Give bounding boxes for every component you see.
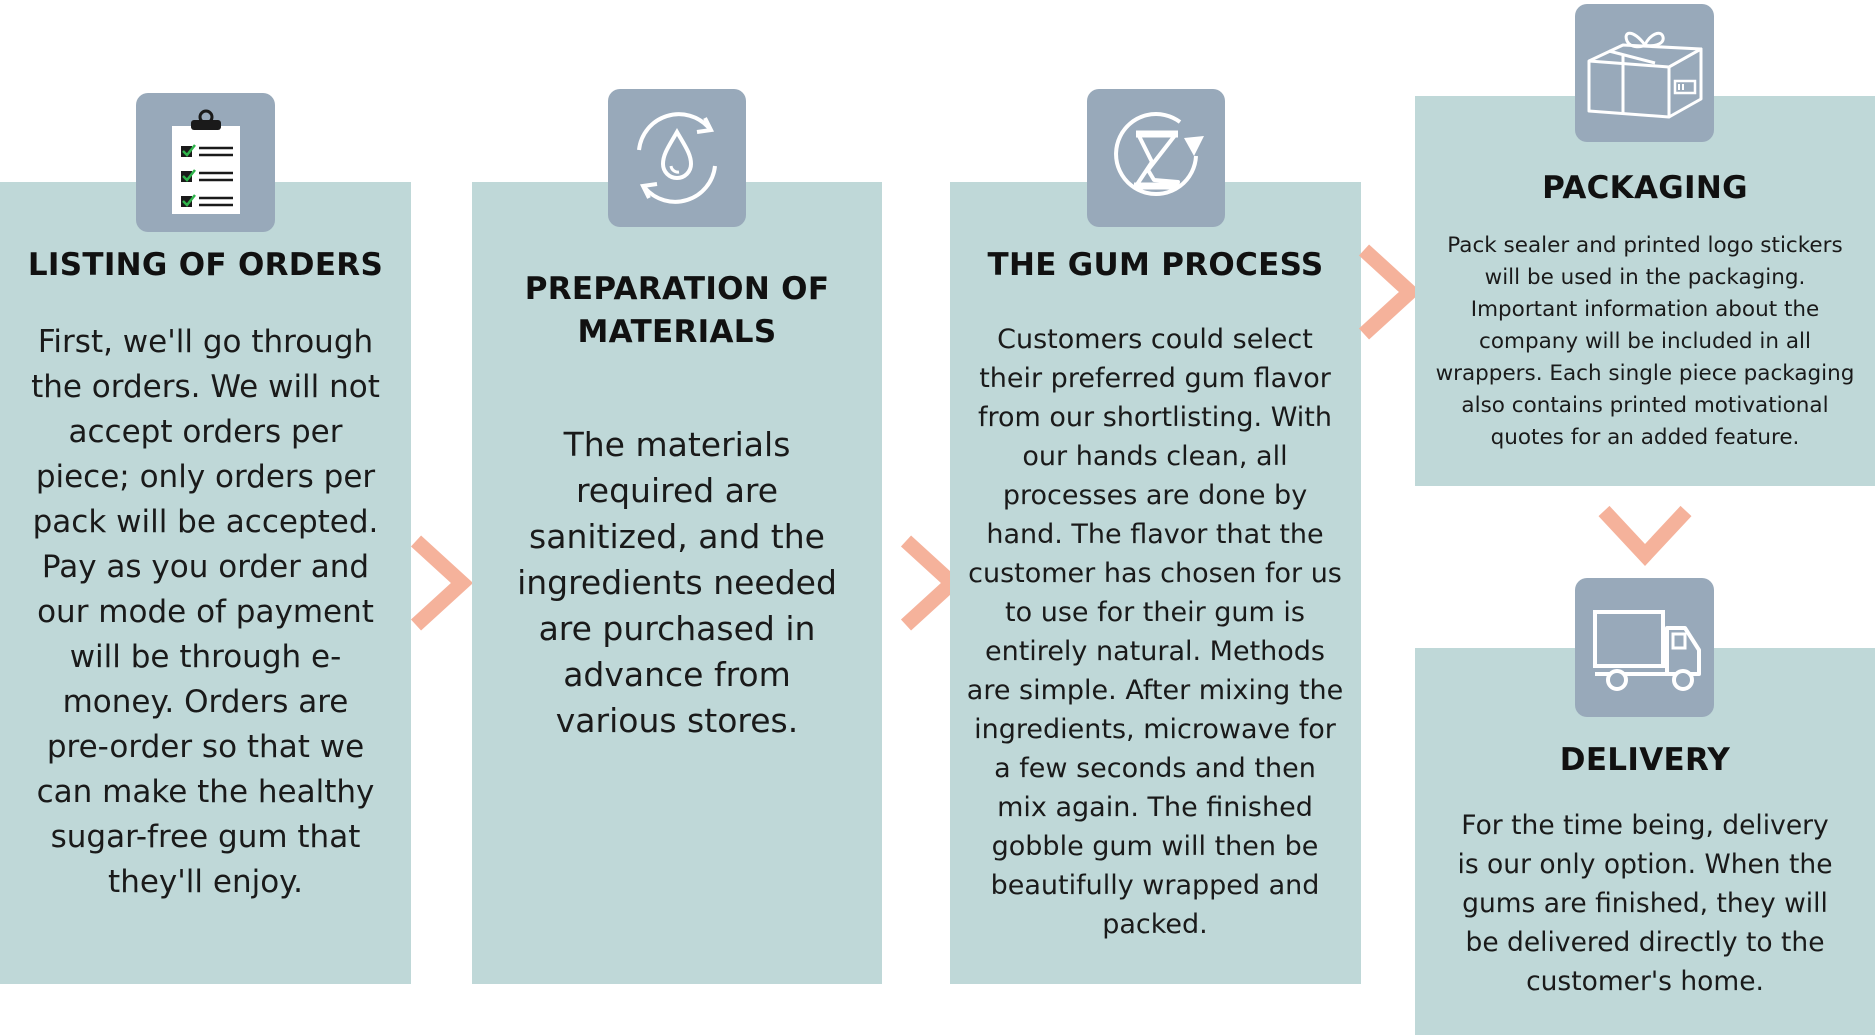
delivery-truck-icon <box>1592 609 1701 691</box>
step-text-gum-process: Customers could select their preferred g… <box>966 324 1344 940</box>
step-title-line-2: MATERIALS <box>577 314 777 350</box>
step-title-delivery: DELIVERY <box>1559 742 1731 778</box>
step-title-gum-process: THE GUM PROCESS <box>987 247 1324 283</box>
clipboard-checklist-icon <box>171 109 240 214</box>
step-badge-listing-of-orders <box>136 93 275 232</box>
step-text-packaging: Pack sealer and printed logo stickers wi… <box>1435 233 1855 450</box>
step-badge-gum-process <box>1087 89 1225 227</box>
step-title-preparation-of-materials: PREPARATION OF MATERIALS <box>472 268 882 354</box>
water-drop-cycle-icon <box>637 112 717 204</box>
step-badge-delivery <box>1575 578 1714 717</box>
step-text-delivery: For the time being, delivery is our only… <box>1457 810 1833 997</box>
step-card-preparation-of-materials <box>472 182 882 984</box>
arrow-right-icon <box>410 535 472 631</box>
arrow-right-icon <box>1358 244 1420 340</box>
hourglass-cycle-icon <box>1114 112 1204 197</box>
step-card-gum-process <box>950 182 1361 984</box>
step-title-packaging: PACKAGING <box>1542 170 1748 206</box>
step-title-line-1: PREPARATION OF <box>524 271 830 307</box>
step-text-preparation-of-materials: The materials required are sanitized, an… <box>517 425 837 740</box>
step-title-listing-of-orders: LISTING OF ORDERS <box>27 247 384 283</box>
step-card-listing-of-orders <box>0 182 411 984</box>
step-card-packaging <box>1415 96 1875 486</box>
arrow-down-icon <box>1598 505 1692 567</box>
step-text-listing-of-orders: First, we'll go through the orders. We w… <box>31 324 380 900</box>
gift-package-icon <box>1587 31 1702 119</box>
step-badge-preparation-of-materials <box>608 89 746 227</box>
step-badge-packaging <box>1575 4 1714 142</box>
